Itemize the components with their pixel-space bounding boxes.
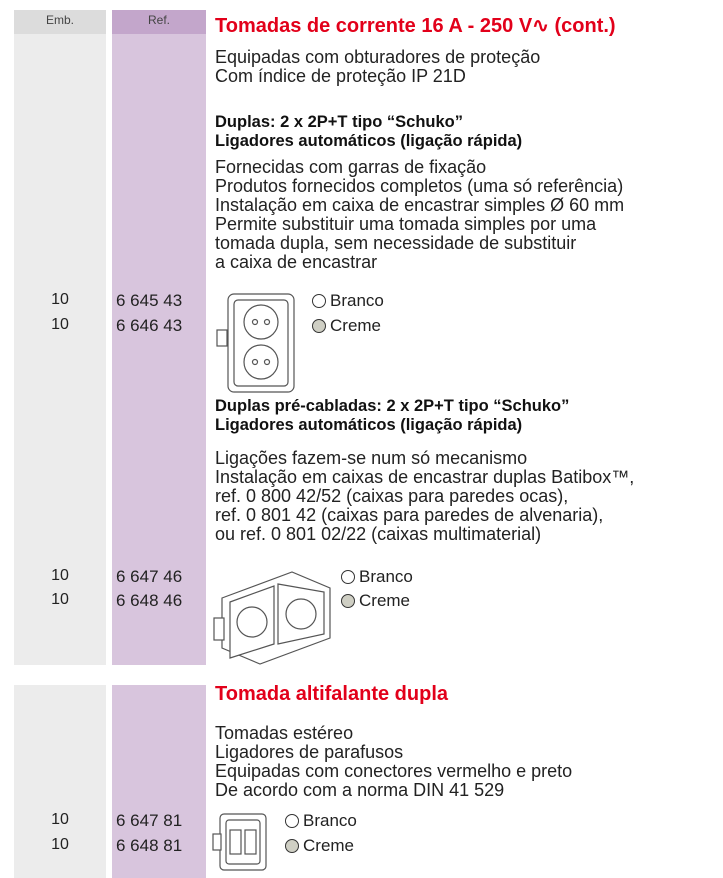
swatch-white xyxy=(285,814,299,828)
finish: Branco xyxy=(359,567,413,586)
text-line: Tomadas estéreo xyxy=(215,723,354,743)
text-line: ref. 0 801 42 (caixas para paredes de al… xyxy=(215,505,604,525)
finish: Branco xyxy=(303,811,357,830)
group-heading: Ligadores automáticos (ligação rápida) xyxy=(215,416,523,434)
emb-column xyxy=(14,10,106,665)
emb-value: 10 xyxy=(51,291,69,308)
swatch-cream xyxy=(285,839,299,853)
ref-value: 6 648 81 xyxy=(116,836,183,855)
text-line: Fornecidas com garras de fixação xyxy=(215,157,487,177)
text-line: De acordo com a norma DIN 41 529 xyxy=(215,780,505,800)
emb-value: 10 xyxy=(51,836,69,853)
text-line: Com índice de proteção IP 21D xyxy=(215,66,466,86)
ref-value: 6 647 46 xyxy=(116,567,183,586)
text-line: Instalação em caixas de encastrar duplas… xyxy=(215,467,635,487)
section-title: Tomada altifalante dupla xyxy=(215,683,448,705)
text-line: Equipadas com conectores vermelho e pret… xyxy=(215,761,573,781)
group-heading: Ligadores automáticos (ligação rápida) xyxy=(215,132,523,150)
group-heading: Duplas: 2 x 2P+T tipo “Schuko” xyxy=(215,113,464,131)
emb-value: 10 xyxy=(51,316,69,333)
swatch-white xyxy=(341,570,355,584)
text-line: Equipadas com obturadores de proteção xyxy=(215,47,541,67)
text-line: ou ref. 0 801 02/22 (caixas multimateria… xyxy=(215,524,542,544)
product-image xyxy=(216,293,295,393)
text-line: Permite substituir uma tomada simples po… xyxy=(215,214,597,234)
text-line: Ligadores de parafusos xyxy=(215,742,404,762)
emb-value: 10 xyxy=(51,591,69,608)
ref-value: 6 648 46 xyxy=(116,591,183,610)
ref-value: 6 646 43 xyxy=(116,316,183,335)
emb-header-label: Emb. xyxy=(45,13,74,27)
swatch-cream xyxy=(312,319,326,333)
text-line: ref. 0 800 42/52 (caixas para paredes oc… xyxy=(215,486,569,506)
group-heading: Duplas pré-cabladas: 2 x 2P+T tipo “Schu… xyxy=(215,397,570,415)
text-line: a caixa de encastrar xyxy=(215,252,378,272)
text-line: tomada dupla, sem necessidade de substit… xyxy=(215,233,577,253)
ref-column xyxy=(112,685,206,878)
finish: Creme xyxy=(330,316,382,335)
emb-value: 10 xyxy=(51,567,69,584)
swatch-cream xyxy=(341,594,355,608)
emb-value: 10 xyxy=(51,811,69,828)
finish: Creme xyxy=(359,591,411,610)
text-line: Ligações fazem-se num só mecanismo xyxy=(215,448,528,468)
text-line: Produtos fornecidos completos (uma só re… xyxy=(215,176,624,196)
emb-header xyxy=(14,10,106,34)
ref-header xyxy=(112,10,206,34)
ref-value: 6 647 81 xyxy=(116,811,183,830)
swatch-white xyxy=(312,294,326,308)
finish: Creme xyxy=(303,836,355,855)
emb-column xyxy=(14,685,106,878)
product-image xyxy=(213,571,331,665)
ref-column xyxy=(112,10,206,665)
text-line: Instalação em caixa de encastrar simples… xyxy=(215,195,625,215)
section-title: Tomadas de corrente 16 A - 250 V∿ (cont.… xyxy=(215,15,616,37)
ref-value: 6 645 43 xyxy=(116,291,183,310)
ref-header-label: Ref. xyxy=(147,13,170,27)
finish: Branco xyxy=(330,291,384,310)
product-image xyxy=(212,813,267,871)
